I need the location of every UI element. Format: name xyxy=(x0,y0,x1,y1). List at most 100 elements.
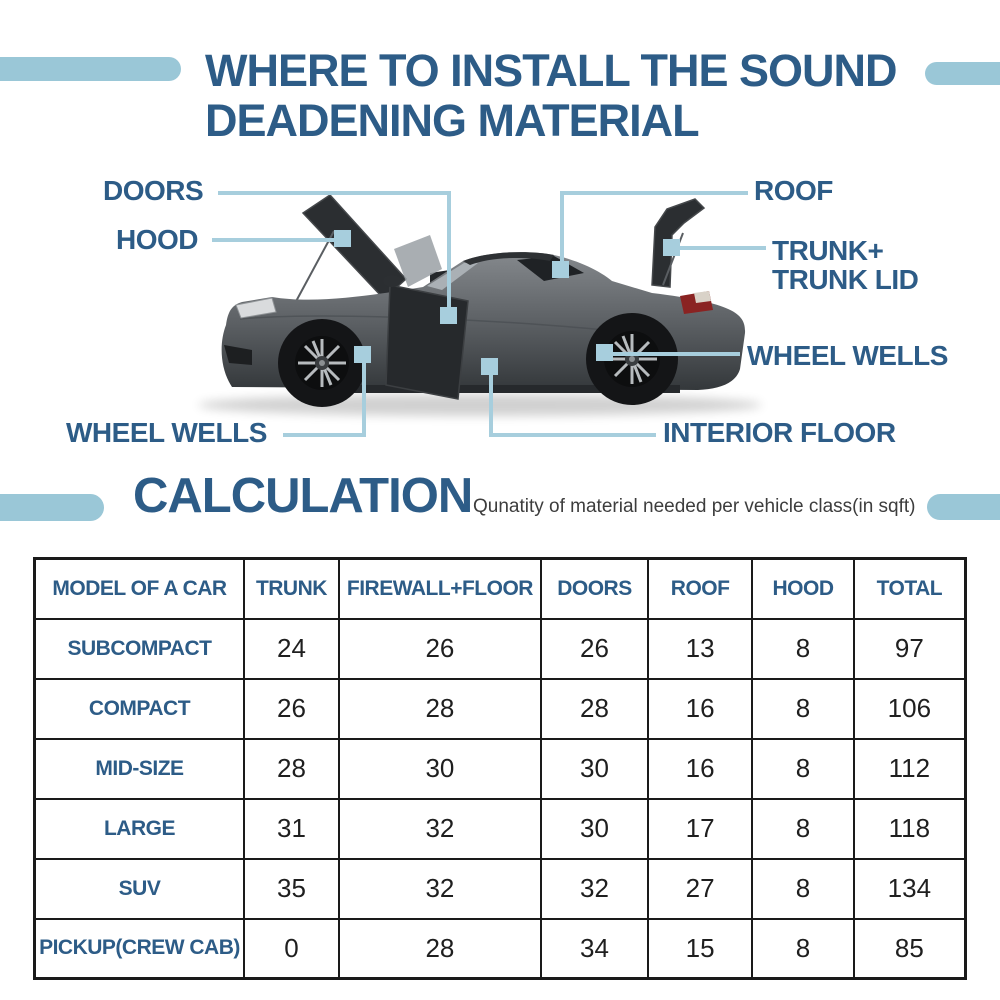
marker-interior-floor xyxy=(481,358,498,375)
decor-pill-calc-left xyxy=(0,494,104,521)
model-cell: LARGE xyxy=(33,797,245,860)
value-cell: 26 xyxy=(242,677,340,740)
value-cell: 118 xyxy=(852,797,967,860)
windshield-glass xyxy=(427,263,478,290)
value-cell: 32 xyxy=(337,797,542,860)
value-cell: 16 xyxy=(646,737,754,800)
taillight-inner xyxy=(694,291,711,303)
value-cell: 28 xyxy=(242,737,340,800)
value-cell: 15 xyxy=(646,917,754,980)
leader-roof-vertical xyxy=(560,191,564,267)
marker-wheel-wells-left xyxy=(354,346,371,363)
car-illustration xyxy=(180,193,780,430)
value-cell: 28 xyxy=(337,677,542,740)
front-intake xyxy=(224,345,252,365)
table-row: COMPACT 26 28 28 16 8 106 xyxy=(33,677,967,740)
value-cell: 30 xyxy=(539,797,650,860)
model-cell: MID-SIZE xyxy=(33,737,245,800)
label-doors: DOORS xyxy=(103,175,204,206)
trunk-open-panel xyxy=(651,198,706,288)
rocker-sill xyxy=(350,385,680,393)
table-row: PICKUP(CREW CAB) 0 28 34 15 8 85 xyxy=(33,917,967,980)
marker-hood xyxy=(334,230,351,247)
table-row: MID-SIZE 28 30 30 16 8 112 xyxy=(33,737,967,800)
label-wheel-wells-right: WHEEL WELLS xyxy=(747,340,948,371)
label-trunk: TRUNK+ TRUNK LID xyxy=(772,235,919,295)
door-open-panel xyxy=(385,284,469,400)
leader-doors-vertical xyxy=(447,191,451,313)
value-cell: 13 xyxy=(646,617,754,680)
value-cell: 8 xyxy=(751,617,855,680)
value-cell: 8 xyxy=(751,917,855,980)
value-cell: 134 xyxy=(852,857,967,920)
column-header: DOORS xyxy=(539,557,650,620)
table-body: SUBCOMPACT 24 26 26 13 8 97 COMPACT 26 28 28 16 8 106… xyxy=(33,617,967,980)
material-quantity-table: MODEL OF A CAR TRUNK FIREWALL+FLOOR DOORS RO… xyxy=(33,557,967,980)
value-cell: 106 xyxy=(852,677,967,740)
table-row: SUV 35 32 32 27 8 134 xyxy=(33,857,967,920)
column-header: TOTAL xyxy=(852,557,967,620)
front-wheel xyxy=(278,319,366,407)
value-cell: 30 xyxy=(337,737,542,800)
table-row: LARGE 31 32 30 17 8 118 xyxy=(33,797,967,860)
value-cell: 32 xyxy=(539,857,650,920)
leader-interior-floor-horizontal xyxy=(493,433,656,437)
marker-roof xyxy=(552,261,569,278)
column-header: MODEL OF A CAR xyxy=(33,557,245,620)
leader-roof-horizontal xyxy=(560,191,748,195)
value-cell: 32 xyxy=(337,857,542,920)
table-row: SUBCOMPACT 24 26 26 13 8 97 xyxy=(33,617,967,680)
leader-hood xyxy=(212,238,338,242)
page-title: WHERE TO INSTALL THE SOUND DEADENING MAT… xyxy=(205,45,898,146)
value-cell: 16 xyxy=(646,677,754,740)
value-cell: 112 xyxy=(852,737,967,800)
value-cell: 26 xyxy=(337,617,542,680)
decor-pill-calc-right xyxy=(927,494,1000,520)
value-cell: 8 xyxy=(751,857,855,920)
marker-wheel-wells-right xyxy=(596,344,613,361)
value-cell: 28 xyxy=(539,677,650,740)
value-cell: 30 xyxy=(539,737,650,800)
model-cell: COMPACT xyxy=(33,677,245,740)
leader-trunk xyxy=(676,246,766,250)
decor-pill-top-left xyxy=(0,57,181,81)
headlight xyxy=(235,297,277,319)
value-cell: 97 xyxy=(852,617,967,680)
label-roof: ROOF xyxy=(754,175,833,206)
leader-wheel-wells-left-vertical xyxy=(362,358,366,437)
model-cell: PICKUP(CREW CAB) xyxy=(33,917,245,980)
value-cell: 27 xyxy=(646,857,754,920)
leader-wheel-wells-right xyxy=(612,352,740,356)
label-interior-floor: INTERIOR FLOOR xyxy=(663,417,896,448)
leader-doors-horizontal xyxy=(218,191,451,195)
rear-wheel xyxy=(586,313,678,405)
value-cell: 35 xyxy=(242,857,340,920)
roof-shade xyxy=(463,252,554,265)
column-header: ROOF xyxy=(646,557,754,620)
value-cell: 31 xyxy=(242,797,340,860)
column-header: FIREWALL+FLOOR xyxy=(337,557,542,620)
value-cell: 34 xyxy=(539,917,650,980)
value-cell: 8 xyxy=(751,797,855,860)
calculation-heading: CALCULATION xyxy=(133,469,473,523)
value-cell: 17 xyxy=(646,797,754,860)
decor-pill-top-right xyxy=(925,62,1000,85)
model-cell: SUBCOMPACT xyxy=(33,617,245,680)
side-mirror xyxy=(383,275,401,287)
door-window-glass xyxy=(394,235,442,287)
calculation-subtitle: Qunatity of material needed per vehicle … xyxy=(473,496,916,517)
table-header-row: MODEL OF A CAR TRUNK FIREWALL+FLOOR DOORS RO… xyxy=(33,557,967,620)
leader-interior-floor-vertical xyxy=(489,370,493,437)
marker-doors xyxy=(440,307,457,324)
column-header: TRUNK xyxy=(242,557,340,620)
value-cell: 0 xyxy=(242,917,340,980)
marker-trunk xyxy=(663,239,680,256)
label-hood: HOOD xyxy=(116,224,199,255)
value-cell: 85 xyxy=(852,917,967,980)
label-wheel-wells-left: WHEEL WELLS xyxy=(66,417,267,448)
leader-wheel-wells-left-horizontal xyxy=(283,433,366,437)
value-cell: 8 xyxy=(751,737,855,800)
value-cell: 28 xyxy=(337,917,542,980)
model-cell: SUV xyxy=(33,857,245,920)
value-cell: 26 xyxy=(539,617,650,680)
